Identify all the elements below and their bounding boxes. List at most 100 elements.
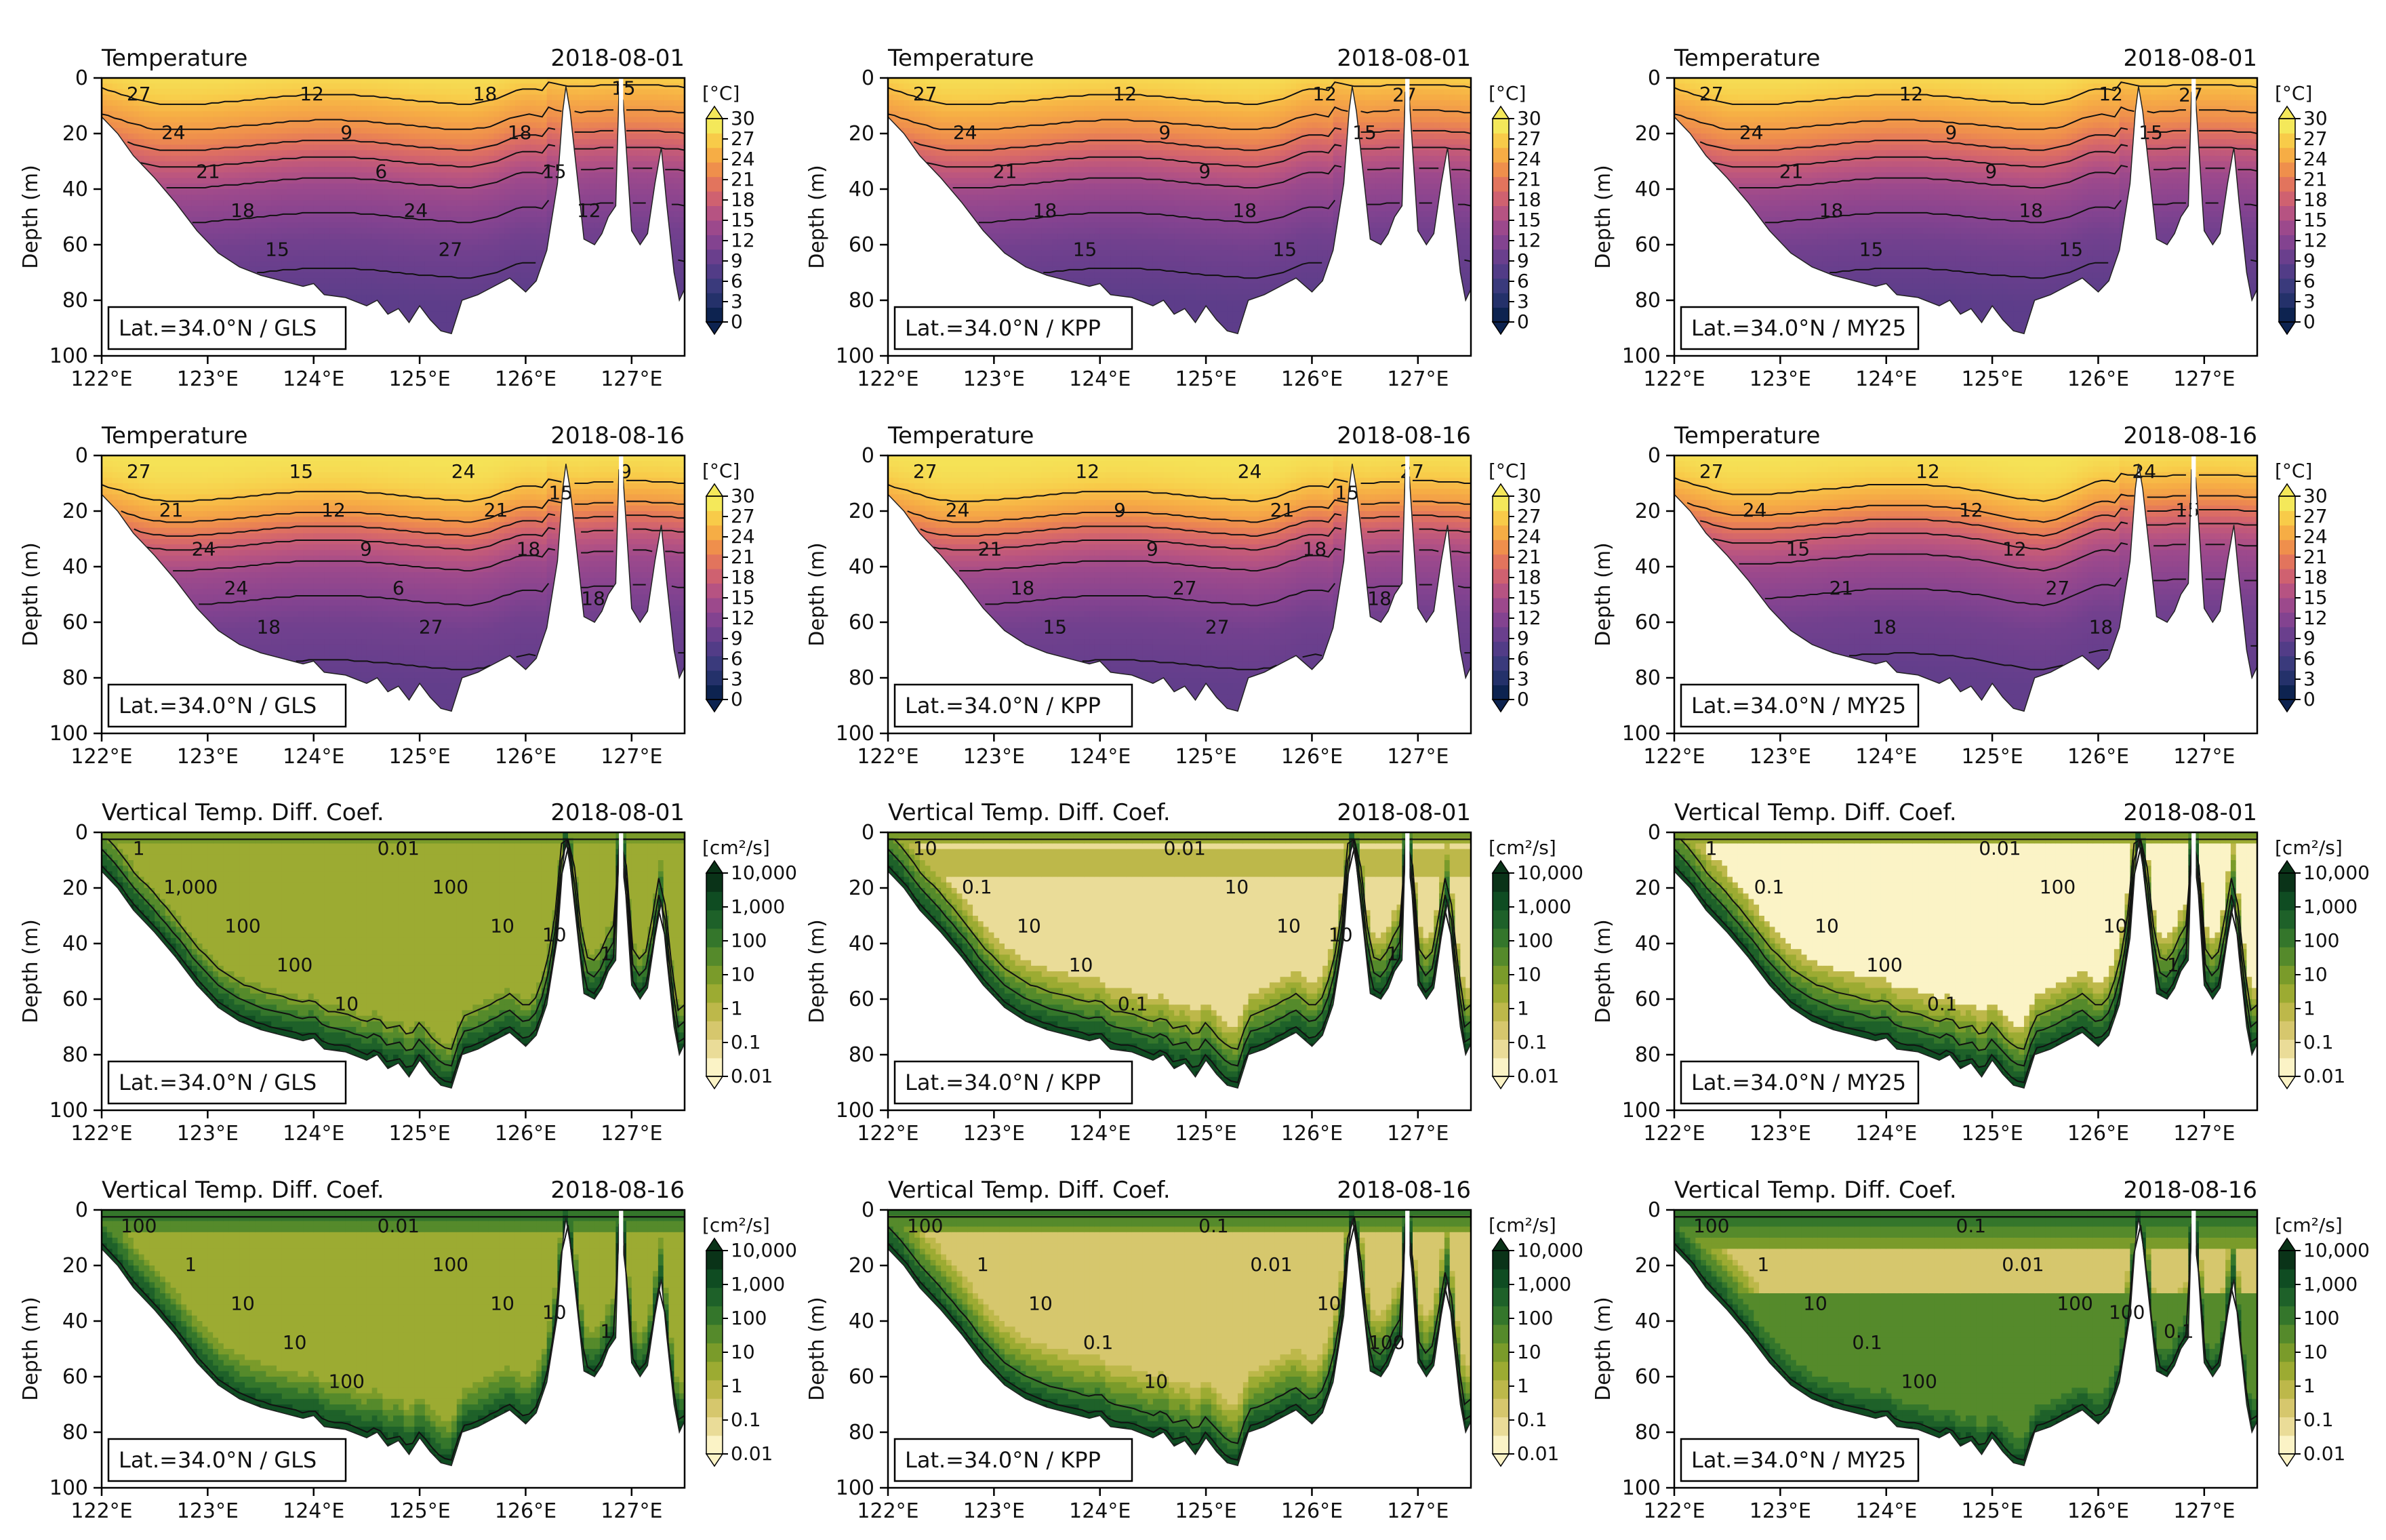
field-cell xyxy=(329,272,335,279)
field-cell xyxy=(404,139,409,145)
field-cell xyxy=(494,128,500,134)
field-cell xyxy=(563,139,568,145)
field-cell xyxy=(351,323,357,329)
field-cell xyxy=(526,217,531,223)
field-cell xyxy=(176,283,182,289)
field-cell xyxy=(436,78,441,84)
field-cell xyxy=(372,323,378,329)
field-cell xyxy=(536,139,542,145)
field-cell xyxy=(261,150,266,157)
field-cell xyxy=(308,256,314,262)
field-cell xyxy=(329,245,335,251)
field-cell xyxy=(584,156,590,162)
field-cell xyxy=(430,200,436,206)
field-cell xyxy=(515,228,521,234)
field-cell xyxy=(589,189,594,195)
field-cell xyxy=(393,323,399,329)
field-cell xyxy=(102,295,107,301)
field-cell xyxy=(478,345,483,351)
field-cell xyxy=(478,278,483,284)
field-cell xyxy=(356,106,361,112)
field-cell xyxy=(329,150,335,157)
field-cell xyxy=(436,278,441,284)
field-cell xyxy=(605,283,611,289)
field-cell xyxy=(451,211,457,218)
field-cell xyxy=(489,189,494,195)
field-cell xyxy=(584,172,590,178)
field-cell xyxy=(224,106,229,112)
field-cell xyxy=(542,306,547,312)
field-cell xyxy=(536,256,542,262)
field-cell xyxy=(457,89,462,95)
field-cell xyxy=(409,134,415,140)
field-cell xyxy=(218,272,224,279)
field-cell xyxy=(303,178,308,184)
field-cell xyxy=(207,234,213,240)
field-cell xyxy=(462,323,468,329)
field-cell xyxy=(181,222,186,228)
field-cell xyxy=(102,345,107,351)
field-cell xyxy=(457,100,462,106)
field-cell xyxy=(181,289,186,296)
field-cell xyxy=(378,234,383,240)
field-cell xyxy=(118,250,123,256)
field-cell xyxy=(388,328,393,334)
field-cell xyxy=(404,306,409,312)
field-cell xyxy=(287,262,293,268)
field-cell xyxy=(542,239,547,245)
field-cell xyxy=(245,89,250,95)
field-cell xyxy=(171,89,176,95)
field-cell xyxy=(165,200,171,206)
field-cell xyxy=(176,295,182,301)
field-cell xyxy=(436,95,441,101)
field-cell xyxy=(404,283,409,289)
field-cell xyxy=(203,111,208,117)
field-cell xyxy=(626,289,632,296)
field-cell xyxy=(239,78,245,84)
field-cell xyxy=(351,317,357,323)
field-cell xyxy=(324,262,329,268)
field-cell xyxy=(113,206,118,212)
field-cell xyxy=(573,283,579,289)
field-cell xyxy=(600,289,605,296)
field-cell xyxy=(113,245,118,251)
field-cell xyxy=(256,206,261,212)
field-cell xyxy=(557,278,563,284)
field-cell xyxy=(324,184,329,190)
field-cell xyxy=(287,123,293,129)
field-cell xyxy=(329,144,335,150)
field-cell xyxy=(615,217,621,223)
field-cell xyxy=(568,217,573,223)
field-cell xyxy=(515,178,521,184)
field-cell xyxy=(441,339,446,345)
field-cell xyxy=(573,245,579,251)
field-cell xyxy=(181,89,186,95)
field-cell xyxy=(107,250,113,256)
field-cell xyxy=(256,195,261,201)
field-cell xyxy=(282,100,287,106)
field-cell xyxy=(314,128,319,134)
field-cell xyxy=(165,267,171,273)
field-cell xyxy=(615,206,621,212)
field-cell xyxy=(531,200,536,206)
field-cell xyxy=(409,289,415,296)
field-cell xyxy=(605,267,611,273)
field-cell xyxy=(547,222,552,228)
field-cell xyxy=(414,111,420,117)
field-cell xyxy=(504,272,510,279)
field-cell xyxy=(584,184,590,190)
field-cell xyxy=(271,283,277,289)
field-cell xyxy=(319,128,325,134)
field-cell xyxy=(324,222,329,228)
field-cell xyxy=(563,323,568,329)
field-cell xyxy=(155,117,160,123)
field-cell xyxy=(134,245,139,251)
field-cell xyxy=(155,289,160,296)
field-cell xyxy=(144,150,150,157)
field-cell xyxy=(171,83,176,89)
field-cell xyxy=(335,283,340,289)
field-cell xyxy=(149,295,155,301)
field-cell xyxy=(160,178,165,184)
field-cell xyxy=(186,95,192,101)
field-cell xyxy=(239,111,245,117)
